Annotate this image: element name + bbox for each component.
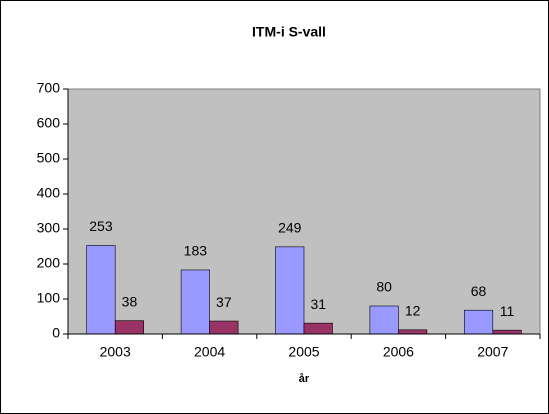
- y-tick-label: 700: [37, 80, 61, 96]
- y-tick-label: 100: [37, 290, 61, 306]
- data-label: 68: [471, 283, 487, 299]
- bar: [209, 320, 239, 335]
- data-label: 183: [184, 243, 208, 259]
- data-label: 249: [278, 220, 302, 236]
- bar: [86, 245, 116, 335]
- data-label: 38: [122, 293, 138, 309]
- data-label: 11: [500, 303, 515, 319]
- y-tick-label: 0: [52, 325, 60, 341]
- bar: [398, 329, 428, 335]
- x-axis-label: år: [299, 373, 310, 385]
- bar: [275, 246, 305, 335]
- y-tick-label: 600: [37, 115, 61, 131]
- chart-title: ITM-i S-vall: [252, 24, 326, 40]
- data-label: 12: [405, 303, 421, 319]
- x-tick-label: 2006: [383, 344, 414, 360]
- bar: [492, 329, 522, 335]
- x-tick-label: 2005: [288, 344, 319, 360]
- x-tick-label: 2003: [100, 344, 131, 360]
- data-label: 37: [216, 294, 232, 310]
- y-tick-label: 400: [37, 185, 61, 201]
- y-tick-label: 500: [37, 150, 61, 166]
- y-tick-label: 200: [37, 255, 61, 271]
- bar: [369, 305, 399, 335]
- x-tick-label: 2004: [194, 344, 225, 360]
- y-tick-label: 300: [37, 220, 61, 236]
- data-label: 253: [89, 218, 113, 234]
- bar: [114, 320, 144, 335]
- x-tick-label: 2007: [477, 344, 508, 360]
- data-label: 80: [376, 279, 392, 295]
- bar: [463, 309, 494, 335]
- bar: [303, 322, 333, 335]
- bar: [180, 269, 210, 335]
- data-label: 31: [310, 296, 326, 312]
